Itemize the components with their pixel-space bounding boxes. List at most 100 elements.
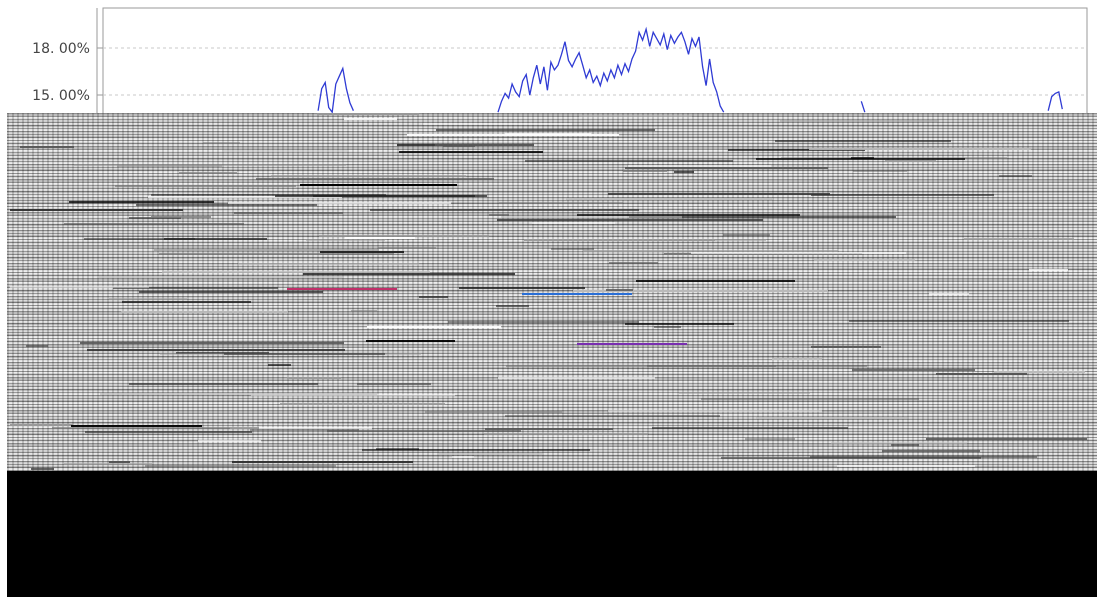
tick-layer: 18. 00% 15. 00% [32, 41, 103, 104]
noise-streak [772, 358, 822, 360]
noise-streak [636, 280, 795, 282]
noise-streak [506, 365, 776, 367]
noise-streak [345, 237, 415, 239]
noise-streak [484, 433, 648, 435]
noise-streak [664, 253, 862, 255]
noise-streak [625, 323, 734, 325]
noise-streak [198, 440, 261, 442]
noise-streak [121, 311, 288, 313]
noise-streak [151, 216, 211, 218]
noise-streak [443, 145, 475, 147]
noise-streak [489, 214, 509, 216]
noise-streak [378, 247, 436, 249]
noise-streak [228, 202, 451, 204]
noise-streak [485, 428, 613, 430]
noise-streak [129, 217, 181, 219]
noise-streak [566, 198, 773, 200]
noise-streak [351, 310, 377, 312]
noise-streak [275, 195, 487, 197]
noise-streak [425, 411, 562, 413]
series-line [317, 26, 1063, 114]
noise-streak [609, 262, 658, 264]
noise-streak [10, 209, 183, 211]
noise-streak [885, 160, 936, 162]
noise-streak [606, 289, 633, 291]
noise-streak [811, 346, 881, 348]
noise-streak [159, 253, 394, 255]
noise-streak [287, 377, 341, 379]
noise-streak [837, 465, 975, 467]
noise-streak [222, 150, 347, 152]
noise-streak [448, 321, 639, 323]
noise-streak [423, 123, 572, 125]
noise-streak [851, 157, 874, 159]
noise-streak [376, 448, 419, 450]
noise-streak [64, 463, 152, 465]
noise-streak [498, 377, 655, 379]
noise-streak [814, 259, 915, 261]
noise-streak [164, 238, 267, 240]
noise-streak [926, 438, 1087, 440]
noise-streak [532, 222, 615, 224]
noise-streak [238, 263, 419, 265]
line-chart: 18. 00% 15. 00% [32, 7, 1088, 118]
noise-streak [810, 456, 1037, 458]
noise-streak [577, 343, 687, 345]
noise-streak [679, 392, 810, 394]
noise-streak [756, 417, 907, 419]
noise-streak [250, 429, 359, 431]
noise-streak [853, 170, 907, 172]
noise-streak [139, 291, 323, 293]
noise-streak [87, 349, 345, 351]
noise-streak [745, 438, 795, 440]
noise-streak [136, 204, 317, 206]
noise-streak [497, 219, 763, 221]
noise-streak [399, 151, 543, 153]
noise-streak [366, 340, 455, 342]
noise-streak [419, 296, 448, 298]
noise-streak [85, 431, 252, 433]
noise-streak [775, 140, 951, 142]
noise-streak [362, 449, 590, 451]
noise-streak [176, 352, 269, 354]
noise-streak [642, 239, 766, 241]
noise-streak [728, 149, 865, 151]
noise-streak [145, 465, 336, 467]
noise-streak [232, 461, 413, 463]
noise-streak [320, 251, 404, 253]
noise-streak [496, 305, 529, 307]
noise-streak [271, 175, 466, 177]
series-layer [317, 26, 1063, 114]
noise-streak [109, 298, 187, 300]
noise-streak [74, 164, 346, 166]
noise-streak [891, 444, 919, 446]
noise-streak [435, 144, 534, 146]
noise-streak [721, 457, 981, 459]
noise-streak [583, 250, 838, 252]
noise-streak [97, 276, 342, 278]
noise-streak [203, 142, 240, 144]
noise-streak [319, 235, 489, 237]
noise-streak [306, 239, 385, 241]
noise-streak [1029, 269, 1068, 271]
noise-streak [505, 133, 591, 135]
noise-streak [69, 201, 214, 203]
noise-streak [370, 209, 639, 211]
noise-streak [929, 293, 969, 295]
noise-streak [113, 287, 278, 289]
noise-streak [452, 456, 474, 458]
noise-streak [84, 238, 195, 240]
noise-streak [780, 120, 939, 122]
noise-streak [268, 364, 291, 366]
noise-streak [882, 450, 980, 452]
noise-streak [151, 194, 386, 196]
noise-streak [459, 287, 585, 289]
chart-area: 18. 00% 15. 00% [0, 0, 1104, 118]
noise-streak [148, 196, 342, 198]
noise-streak [831, 442, 967, 444]
noise-streak [629, 216, 896, 218]
noise-streak [608, 410, 822, 412]
noise-streak [280, 403, 445, 405]
noise-streak [367, 326, 501, 328]
noise-streak [691, 252, 906, 254]
